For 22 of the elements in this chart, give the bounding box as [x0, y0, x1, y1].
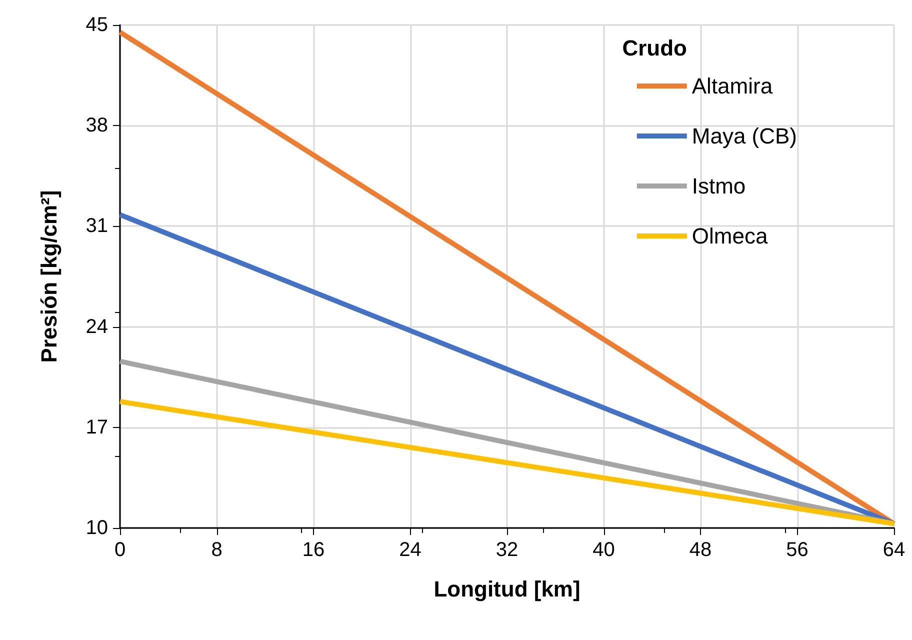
x-tick-label: 32	[496, 539, 518, 561]
x-tick-label: 24	[399, 539, 422, 561]
y-tick-label: 10	[86, 517, 108, 539]
y-axis-title: Presión [kg/cm²]	[36, 190, 62, 363]
y-tick-label: 17	[86, 416, 108, 438]
x-tick-label: 8	[211, 539, 222, 561]
legend-label: Istmo	[692, 174, 746, 198]
y-tick-label: 38	[86, 114, 108, 137]
legend-label: Altamira	[692, 74, 774, 98]
x-tick-label: 64	[882, 539, 906, 561]
x-tick-label: 56	[786, 539, 808, 561]
legend-title: Crudo	[622, 36, 687, 60]
y-tick-label: 31	[86, 215, 108, 238]
x-tick-label: 40	[592, 539, 615, 561]
x-tick-label: 0	[114, 539, 126, 561]
legend-label: Olmeca	[692, 224, 768, 248]
y-tick-label: 45	[86, 14, 108, 36]
x-axis-title: Longitud [km]	[434, 576, 580, 602]
legend-label: Maya (CB)	[692, 124, 797, 148]
y-tick-label: 24	[86, 316, 108, 338]
x-tick-label: 16	[302, 539, 325, 561]
x-tick-label: 48	[689, 539, 712, 561]
